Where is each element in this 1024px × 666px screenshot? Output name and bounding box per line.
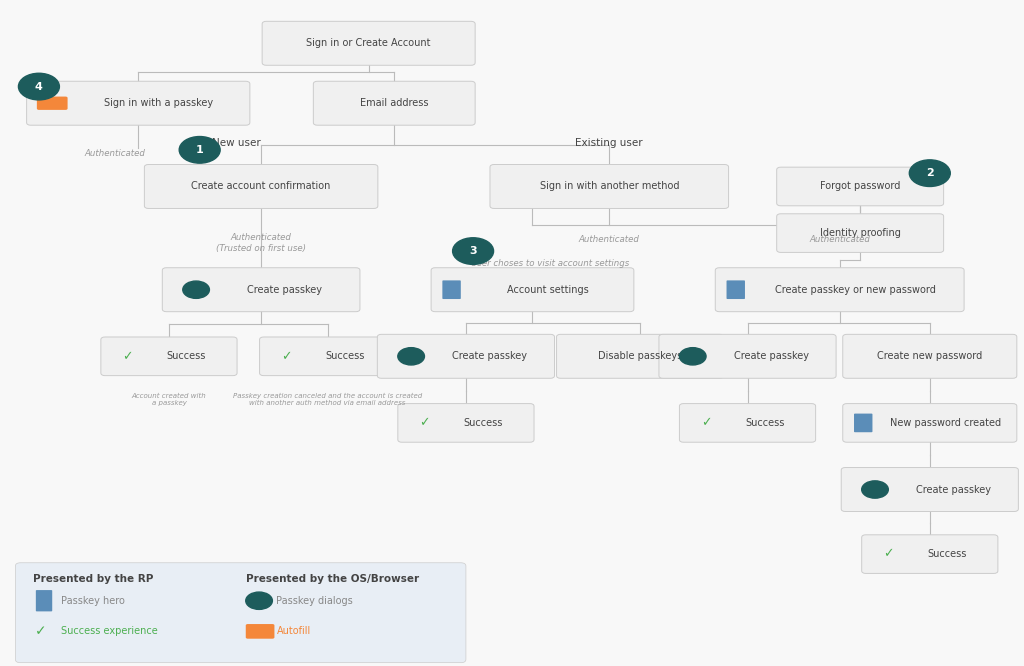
FancyBboxPatch shape	[15, 563, 466, 663]
FancyBboxPatch shape	[144, 165, 378, 208]
Circle shape	[453, 238, 494, 264]
Text: 1: 1	[196, 145, 204, 155]
FancyBboxPatch shape	[843, 404, 1017, 442]
Text: Create new password: Create new password	[878, 351, 982, 362]
Text: ✓: ✓	[122, 350, 133, 363]
Text: 2: 2	[926, 168, 934, 178]
Circle shape	[179, 137, 220, 163]
Text: Autofill: Autofill	[276, 626, 310, 637]
Text: ✓: ✓	[419, 416, 430, 430]
Text: Sign in with a passkey: Sign in with a passkey	[104, 98, 213, 109]
Text: Sign in or Create Account: Sign in or Create Account	[306, 38, 431, 49]
Text: Passkey creation canceled and the account is created
with another auth method vi: Passkey creation canceled and the accoun…	[233, 393, 422, 406]
Text: 4: 4	[35, 81, 43, 92]
FancyBboxPatch shape	[489, 165, 729, 208]
FancyBboxPatch shape	[431, 268, 634, 312]
Text: Sign in with another method: Sign in with another method	[540, 181, 679, 192]
Text: Account created with
a passkey: Account created with a passkey	[132, 393, 206, 406]
Text: Passkey dialogs: Passkey dialogs	[276, 595, 353, 606]
FancyBboxPatch shape	[162, 268, 360, 312]
Text: Account settings: Account settings	[507, 284, 589, 295]
Text: Identity proofing: Identity proofing	[820, 228, 900, 238]
Circle shape	[18, 73, 59, 100]
FancyBboxPatch shape	[843, 334, 1017, 378]
Circle shape	[182, 281, 210, 298]
Text: Success experience: Success experience	[61, 626, 158, 637]
Text: Authenticated: Authenticated	[579, 235, 640, 244]
FancyBboxPatch shape	[262, 21, 475, 65]
Text: Create passkey: Create passkey	[915, 484, 991, 495]
FancyBboxPatch shape	[776, 214, 944, 252]
Text: Success: Success	[928, 549, 967, 559]
Text: User choses to visit account settings: User choses to visit account settings	[471, 258, 630, 268]
FancyBboxPatch shape	[726, 280, 744, 299]
FancyBboxPatch shape	[313, 81, 475, 125]
Text: Create passkey or new password: Create passkey or new password	[774, 284, 936, 295]
FancyBboxPatch shape	[260, 337, 395, 376]
Text: Authenticated: Authenticated	[84, 149, 144, 158]
FancyBboxPatch shape	[37, 97, 68, 110]
Text: ✓: ✓	[281, 350, 292, 363]
FancyBboxPatch shape	[862, 535, 997, 573]
Text: Create passkey: Create passkey	[247, 284, 323, 295]
FancyBboxPatch shape	[557, 334, 723, 378]
Text: Authenticated: Authenticated	[809, 235, 870, 244]
FancyBboxPatch shape	[100, 337, 238, 376]
Text: Presented by the RP: Presented by the RP	[33, 574, 154, 584]
Text: Create passkey: Create passkey	[733, 351, 809, 362]
Circle shape	[909, 160, 950, 186]
Circle shape	[246, 592, 272, 609]
FancyBboxPatch shape	[442, 280, 461, 299]
Text: Create passkey: Create passkey	[452, 351, 527, 362]
Circle shape	[861, 481, 889, 498]
FancyBboxPatch shape	[715, 268, 964, 312]
Text: Success: Success	[326, 351, 365, 362]
Text: Forgot password: Forgot password	[820, 181, 900, 192]
FancyBboxPatch shape	[27, 81, 250, 125]
Text: Existing user: Existing user	[575, 138, 643, 148]
Text: Presented by the OS/Browser: Presented by the OS/Browser	[246, 574, 419, 584]
Text: Success: Success	[745, 418, 784, 428]
Text: Passkey hero: Passkey hero	[61, 595, 125, 606]
Text: New user: New user	[212, 138, 261, 148]
Circle shape	[397, 348, 425, 365]
FancyBboxPatch shape	[377, 334, 555, 378]
FancyBboxPatch shape	[659, 334, 836, 378]
Text: Disable passkeys: Disable passkeys	[598, 351, 682, 362]
Circle shape	[680, 348, 707, 365]
FancyBboxPatch shape	[246, 624, 274, 639]
Text: Success: Success	[464, 418, 503, 428]
Text: Success: Success	[167, 351, 206, 362]
Text: Authenticated
(Trusted on first use): Authenticated (Trusted on first use)	[216, 233, 306, 253]
FancyBboxPatch shape	[36, 590, 52, 611]
Text: Create account confirmation: Create account confirmation	[191, 181, 331, 192]
Text: ✓: ✓	[700, 416, 712, 430]
FancyBboxPatch shape	[397, 404, 535, 442]
FancyBboxPatch shape	[680, 404, 815, 442]
Text: 3: 3	[469, 246, 477, 256]
Text: Email address: Email address	[360, 98, 428, 109]
FancyBboxPatch shape	[776, 167, 944, 206]
Text: ✓: ✓	[35, 624, 47, 639]
Text: New password created: New password created	[890, 418, 1000, 428]
FancyBboxPatch shape	[854, 414, 872, 432]
FancyBboxPatch shape	[842, 468, 1018, 511]
Text: ✓: ✓	[883, 547, 894, 561]
